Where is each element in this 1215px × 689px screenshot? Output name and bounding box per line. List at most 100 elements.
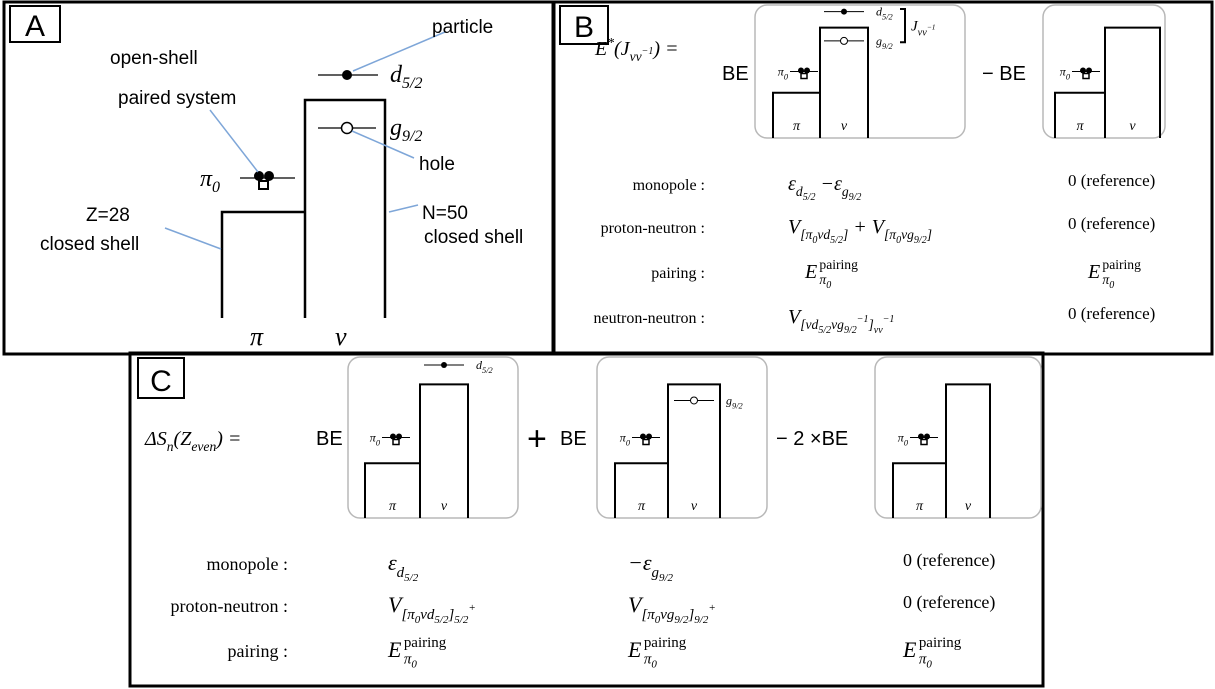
symbol: π [898, 431, 905, 445]
neutron-well [419, 383, 469, 518]
pair-symbol [642, 438, 650, 446]
panel-label: B [574, 11, 594, 44]
subscript: 9/2 [732, 401, 743, 410]
equation-part: + [708, 602, 715, 614]
diagram-frame [754, 4, 966, 139]
subscript-part: π [644, 652, 652, 668]
symbol: d [876, 5, 883, 19]
equation-part: ] [842, 227, 848, 242]
neutron-well [1104, 26, 1161, 138]
equation-part: 0 [812, 235, 817, 246]
particle-level-label: d5/2 [390, 62, 422, 92]
equation-part: + V [848, 216, 886, 238]
n-shell-label: closed shell [424, 227, 523, 248]
superscript: pairing [819, 257, 858, 272]
symbol: π [370, 431, 377, 445]
proton-label: π [250, 322, 264, 351]
paired-nucleon [804, 67, 810, 74]
equation-symbol: E [627, 637, 642, 662]
equation: Jνν−1 [911, 19, 936, 38]
equation-part: V [388, 592, 404, 617]
equation-part: [π [641, 607, 655, 623]
pointer [352, 31, 446, 72]
proton-label: π [1076, 119, 1084, 134]
equation-part: (Z [174, 428, 193, 450]
subscript-part: 0 [926, 659, 932, 671]
panel-label-box [9, 5, 61, 43]
subscript: 9/2 [402, 128, 422, 145]
paired-nucleon [1080, 67, 1086, 74]
pair-symbol [920, 438, 928, 446]
text: monopole : [207, 554, 289, 574]
symbol: d [390, 62, 403, 88]
equation-part: [π [401, 607, 415, 623]
equation: εd5/2 −εg9/2 [788, 173, 861, 203]
proton-well [220, 210, 305, 318]
superscript: pairing [1102, 257, 1141, 272]
equation-part: V [628, 592, 644, 617]
neutron-label: ν [965, 499, 972, 514]
equation-symbol: E [804, 261, 817, 283]
equation: V[π0νd5/2]5/2+ [388, 592, 476, 626]
level-label: π0 [778, 65, 789, 82]
equation-part: −ε [628, 550, 652, 575]
proton-well [772, 91, 820, 138]
subscript: π0 [644, 652, 658, 671]
equation-part: 9/2 [659, 572, 674, 584]
paired-nucleon [396, 433, 402, 440]
text: pairing : [651, 265, 705, 282]
subscript: 0 [626, 438, 631, 447]
symbol: d [476, 358, 483, 372]
text: pairing : [228, 641, 289, 661]
level-label: d5/2 [476, 358, 493, 375]
level-label: π0 [1060, 65, 1071, 82]
subscript: 0 [212, 179, 220, 196]
diagram-frame [347, 356, 519, 519]
equation-part: d [796, 184, 803, 199]
equation-part: ] [926, 227, 932, 242]
particle [441, 362, 447, 369]
pointer [209, 109, 259, 173]
paired-nucleon [1086, 67, 1092, 74]
pair-symbol [1082, 72, 1090, 80]
plus-sign: + [527, 420, 547, 458]
equation: V[π0νg9/2]9/2+ [628, 592, 716, 626]
equation-part: V [788, 216, 803, 238]
equation-part: νν [874, 325, 883, 336]
pair-symbol [258, 180, 269, 190]
equation-part: −1 [642, 46, 654, 57]
proton-label: π [793, 119, 801, 134]
equation-part: −1 [883, 314, 895, 325]
pi0-label: π0 [200, 166, 220, 196]
equation-part: 5/2 [803, 192, 816, 203]
equation-part: ) = [652, 38, 678, 60]
pair-symbol [800, 72, 808, 80]
panel-label: C [150, 365, 172, 398]
be-term: − 2 ×BE [776, 428, 848, 450]
symbol: g [726, 393, 732, 407]
subscript-part: π [919, 652, 927, 668]
equation: ΔSn(Zeven) = [144, 428, 241, 454]
z-shell-label: Z=28 [86, 205, 130, 226]
equation-part: J [911, 19, 919, 35]
equation-part: 9/2 [914, 235, 927, 246]
neutron-label: ν [335, 322, 347, 351]
equation-part: g [842, 184, 849, 199]
subscript: 0 [376, 438, 381, 447]
equation-part: 5/2 [404, 572, 419, 584]
equation-part: νd [420, 607, 435, 623]
open-shell-label: open-shell [110, 48, 198, 69]
paired-nucleon [390, 433, 396, 440]
hole [340, 121, 354, 135]
be-term: BE [316, 428, 343, 450]
paired-nucleon [254, 171, 264, 181]
hole-label: hole [419, 154, 455, 175]
particle [342, 70, 352, 80]
symbol: π [778, 65, 785, 79]
level-label: π0 [898, 431, 909, 448]
equation: −εg9/2 [628, 550, 674, 584]
equation-part: [νd [800, 317, 818, 332]
equation-part: ] [447, 607, 454, 623]
hole [840, 36, 848, 45]
